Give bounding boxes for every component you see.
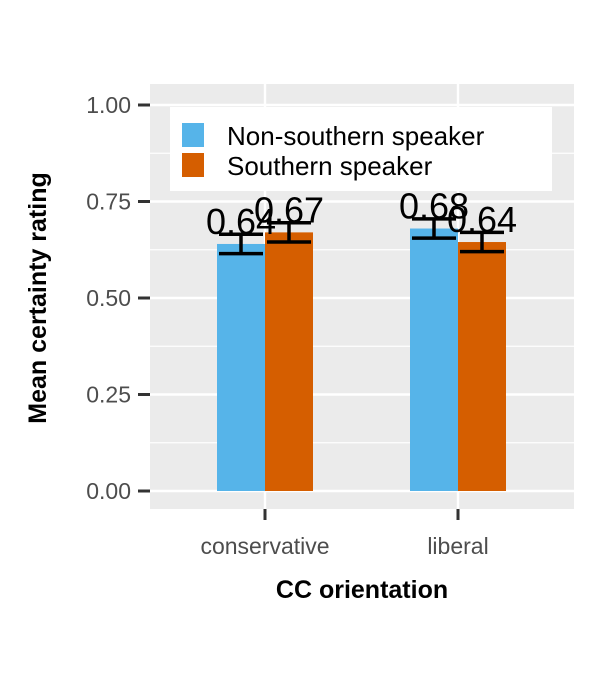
legend-box <box>170 107 552 191</box>
y-tick-label: 1.00 <box>86 92 131 118</box>
legend-label: Non-southern speaker <box>227 121 485 151</box>
y-axis: 0.00 0.25 0.50 0.75 1.00 <box>86 92 150 504</box>
bar-non-southern-speaker-liberal <box>410 228 458 491</box>
y-axis-title: Mean certainty rating <box>24 172 52 423</box>
legend-key-southern-speaker <box>182 153 204 177</box>
error-bar <box>219 232 263 256</box>
error-bar <box>412 217 456 240</box>
bars <box>217 228 506 491</box>
data-label: 0.68 <box>399 186 469 227</box>
x-axis-title: CC orientation <box>276 576 448 604</box>
x-axis: conservative liberal <box>200 509 489 559</box>
data-label: 0.64 <box>206 201 276 242</box>
y-tick-label: 0.25 <box>86 382 131 408</box>
data-label: 0.67 <box>254 189 324 230</box>
y-tick-label: 0.50 <box>86 285 131 311</box>
x-tick-label: liberal <box>427 533 488 559</box>
data-label: 0.64 <box>447 199 517 240</box>
error-bar <box>267 220 311 244</box>
data-labels: 0.64 0.680.67 0.64 <box>206 186 517 242</box>
bar-southern-speaker-conservative <box>265 232 313 491</box>
x-tick-label: conservative <box>200 533 329 559</box>
legend-key-non-southern-speaker <box>182 123 204 147</box>
y-tick-label: 0.75 <box>86 189 131 215</box>
error-bars <box>219 217 504 256</box>
error-bar <box>460 230 504 254</box>
y-tick-label: 0.00 <box>86 478 131 504</box>
bar-southern-speaker-liberal <box>458 242 506 491</box>
legend-label: Southern speaker <box>227 151 433 181</box>
bar-non-southern-speaker-conservative <box>217 243 265 491</box>
